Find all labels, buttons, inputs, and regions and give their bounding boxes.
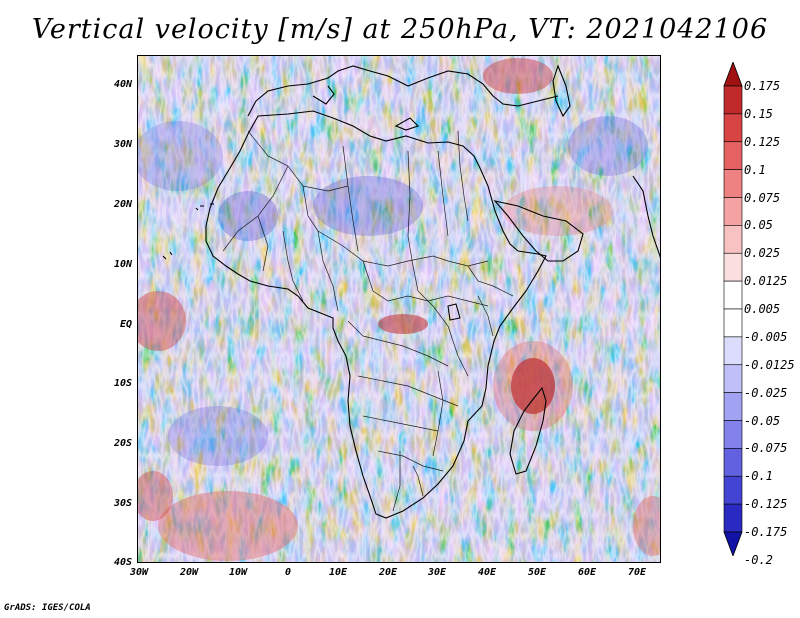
colorbar-cell: [723, 62, 743, 87]
colorbar-cell: [723, 308, 743, 338]
india: [632, 175, 660, 259]
arabian-peninsula: [493, 200, 584, 262]
colorbar: [723, 62, 743, 556]
colorbar-label: -0.025: [744, 385, 788, 400]
colorbar-cell: [723, 475, 743, 505]
colorbar-cell: [723, 448, 743, 477]
madagascar: [509, 386, 547, 475]
lat-label: 10N: [113, 259, 132, 270]
congo-convection: [378, 314, 428, 334]
chart-title: Vertical velocity [m/s] at 250hPa, VT: 2…: [31, 14, 769, 45]
colorbar-label: -0.1: [744, 469, 773, 484]
colorbar-label: 0.075: [744, 190, 781, 205]
lon-label: 20E: [378, 567, 398, 578]
colorbar-label: 0.005: [744, 302, 781, 316]
colorbar-label: -0.125: [744, 497, 788, 512]
colorbar-cell: [723, 280, 743, 310]
lon-label: 30E: [427, 567, 447, 578]
colorbar-label: -0.075: [744, 441, 788, 456]
lat-label: 20S: [113, 438, 132, 449]
colorbar-cell: [723, 392, 743, 421]
colorbar-cell: [723, 420, 743, 449]
lat-label: EQ: [119, 319, 132, 330]
lon-label: 50E: [527, 567, 547, 578]
canary-islands: [195, 203, 214, 211]
coastlines: [162, 64, 660, 519]
colorbar-label: 0.125: [744, 134, 781, 149]
lon-label: 60E: [577, 567, 597, 578]
colorbar-cell: [723, 113, 743, 143]
country-borders: [222, 130, 514, 512]
colorbar-label: 0.15: [744, 106, 773, 121]
lon-label: 30W: [129, 567, 149, 578]
colorbar-cell: [723, 252, 743, 282]
lat-label: 20N: [113, 199, 132, 210]
colorbar-label: 0.0125: [744, 274, 788, 289]
colorbar-cell: [723, 85, 743, 115]
map-panel[interactable]: [137, 55, 661, 563]
colorbar-cell: [723, 225, 743, 254]
colorbar-label: 0.175: [744, 79, 781, 93]
madagascar-convection-core: [511, 358, 555, 414]
iberia-europe: [247, 65, 559, 117]
vertical-velocity-field: [138, 56, 660, 562]
colorbar-label: -0.05: [744, 413, 781, 428]
lon-label: 10W: [228, 567, 248, 578]
lon-label: 0: [284, 567, 292, 578]
lon-label: 20W: [179, 567, 199, 578]
footer-credit: GrADS: IGES/COLA: [4, 603, 91, 613]
lat-label: 40N: [113, 79, 132, 90]
colorbar-cell: [723, 197, 743, 226]
lat-label: 40S: [113, 557, 132, 568]
lon-label: 10E: [328, 567, 348, 578]
colorbar-label: -0.175: [744, 525, 788, 539]
lat-label: 30N: [113, 139, 132, 150]
colorbar-cell: [723, 336, 743, 366]
colorbar-cell: [723, 531, 743, 556]
colorbar-label: 0.025: [744, 246, 781, 261]
caspian: [552, 64, 571, 118]
africa-coastline: [205, 110, 547, 519]
colorbar-label: 0.05: [744, 218, 773, 233]
colorbar-label: 0.1: [744, 162, 766, 177]
lat-label: 10S: [113, 378, 132, 389]
lat-label: 30S: [113, 498, 132, 509]
colorbar-label: -0.0125: [744, 357, 795, 372]
colorbar-cell: [723, 169, 743, 198]
colorbar-cell: [723, 364, 743, 393]
lon-label: 40E: [477, 567, 497, 578]
colorbar-cell: [723, 141, 743, 170]
colorbar-label: -0.2: [744, 552, 773, 567]
colorbar-label: -0.005: [744, 329, 788, 344]
lon-label: 70E: [627, 567, 647, 578]
colorbar-cell: [723, 503, 743, 533]
cape-verde: [162, 251, 173, 260]
